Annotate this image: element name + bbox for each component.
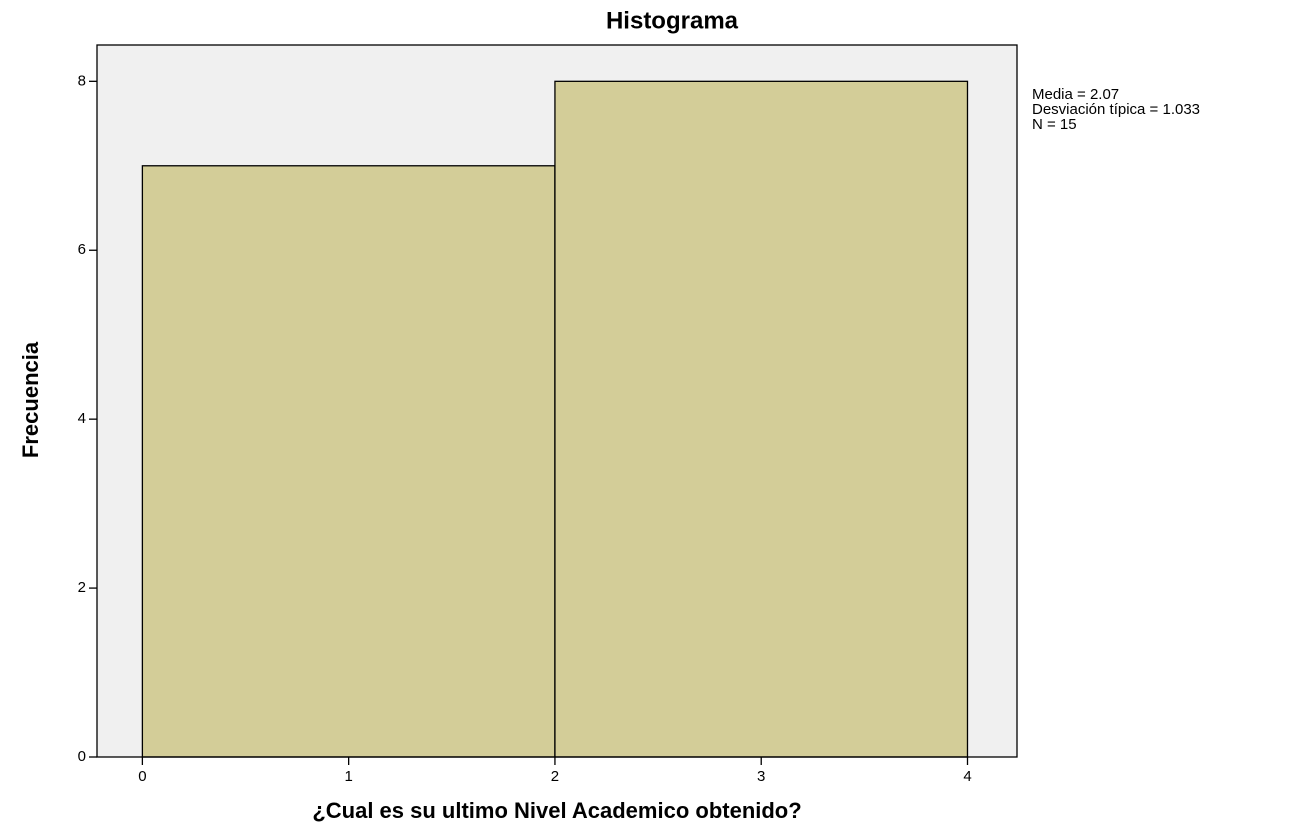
annotation: N = 15 — [1032, 116, 1077, 133]
y-axis-label: Frecuencia — [18, 341, 43, 458]
bar — [554, 80, 969, 758]
x-tick-label: 3 — [757, 768, 765, 785]
annotation: Media = 2.07 — [1032, 86, 1119, 103]
x-tick-label: 2 — [551, 768, 559, 785]
annotation: Desviación típica = 1.033 — [1032, 101, 1200, 118]
y-tick-label: 0 — [78, 748, 86, 765]
y-tick-label: 8 — [78, 72, 86, 89]
chart-title: Histograma — [606, 7, 739, 34]
x-axis-label: ¿Cual es su ultimo Nivel Academico obten… — [312, 798, 801, 823]
x-tick-label: 4 — [963, 768, 971, 785]
x-tick-label: 1 — [344, 768, 352, 785]
y-tick-label: 2 — [78, 579, 86, 596]
plot-frame — [96, 44, 1018, 758]
y-tick-label: 6 — [78, 241, 86, 258]
bar — [141, 165, 556, 758]
x-tick-label: 0 — [138, 768, 146, 785]
y-tick-label: 4 — [78, 410, 86, 427]
